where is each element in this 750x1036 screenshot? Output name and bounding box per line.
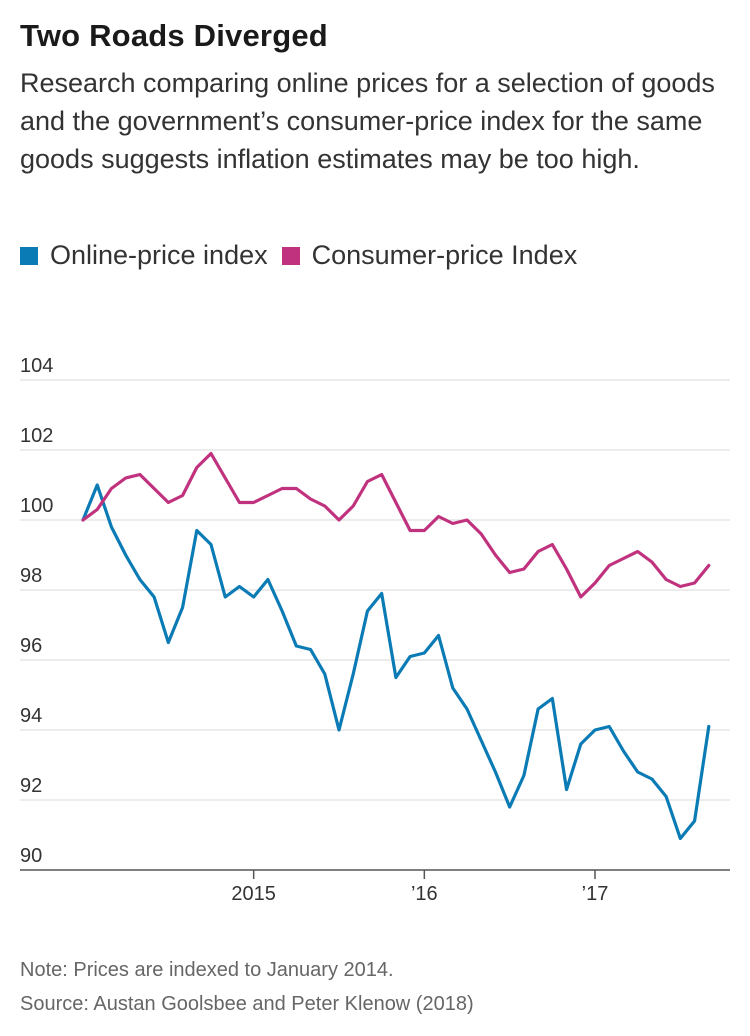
legend-swatch-online — [20, 246, 38, 265]
y-tick-label-100: 100 — [20, 495, 53, 517]
series-lines — [81, 451, 711, 841]
y-tick-label-104: 104 — [20, 355, 53, 377]
y-tick-label-94: 94 — [20, 705, 42, 727]
footer-note: Note: Prices are indexed to January 2014… — [20, 959, 394, 981]
legend: Online-price index Consumer-price Index — [20, 240, 591, 271]
y-tick-label-92: 92 — [20, 775, 42, 797]
gridlines — [20, 379, 730, 871]
y-tick-label-102: 102 — [20, 425, 53, 447]
legend-label-cpi: Consumer-price Index — [311, 240, 578, 270]
y-axis-ticks: 90 92 94 96 98 100 102 104 — [20, 355, 53, 867]
series-line-cpi — [81, 451, 711, 599]
x-tick-label-2015: 2015 — [231, 883, 276, 905]
y-tick-label-96: 96 — [20, 635, 42, 657]
line-chart: 90 92 94 96 98 100 102 104 2015 ’16 ’17 — [20, 355, 730, 905]
chart-subtitle: Research comparing online prices for a s… — [20, 68, 715, 174]
x-axis-ticks: 2015 ’16 ’17 — [231, 870, 608, 905]
y-tick-label-98: 98 — [20, 565, 42, 587]
series-line-online — [81, 483, 711, 841]
legend-label-online: Online-price index — [50, 240, 268, 270]
legend-item-online: Online-price index — [20, 240, 268, 271]
x-tick-label-’17: ’17 — [582, 883, 609, 905]
legend-swatch-cpi — [281, 246, 300, 265]
footer-source: Source: Austan Goolsbee and Peter Klenow… — [20, 993, 474, 1015]
footer: Note: Prices are indexed to January 2014… — [20, 953, 474, 1021]
y-tick-label-90: 90 — [20, 845, 42, 867]
chart-title: Two Roads Diverged — [20, 18, 328, 53]
legend-item-cpi: Consumer-price Index — [281, 240, 578, 271]
x-tick-label-’16: ’16 — [411, 883, 438, 905]
